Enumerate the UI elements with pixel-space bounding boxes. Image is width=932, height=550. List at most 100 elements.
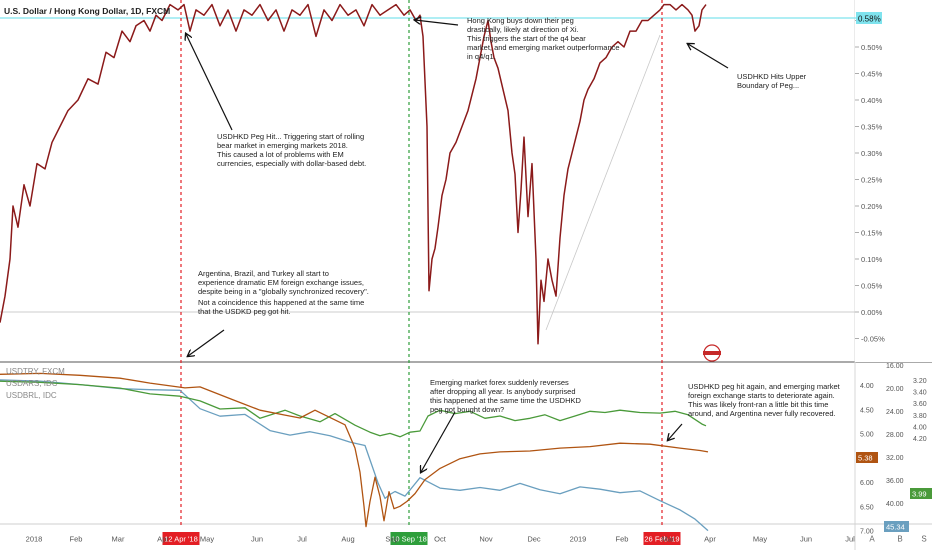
x-tick-label: 2019: [570, 535, 587, 544]
annotation-line: market, and emerging market outperforman…: [467, 43, 620, 52]
x-tick-label: Jun: [800, 535, 812, 544]
annotation-arrows: [186, 20, 729, 472]
annotation-line: around, and Argentina never fully recove…: [688, 409, 836, 418]
annotation-line: This triggers the start of the q4 bear: [467, 34, 586, 43]
x-axis: 2018 Feb Mar Apr May Jun Jul Aug Sep Oct Nov Dec 201…: [26, 535, 855, 544]
brl-axis-tick-label: 3.60: [913, 401, 927, 408]
try-axis-tick-label: 5.00: [860, 432, 874, 439]
annotation-line: Emerging market forex suddenly reverses: [430, 378, 569, 387]
ars-axis-tick-label: 20.00: [886, 386, 904, 393]
annotation-peg-hit-again: USDHKD peg hit again, and emerging marke…: [688, 382, 841, 418]
main-y-tick-label: 0.05%: [861, 282, 883, 291]
annotation-line: This was likely front-ran a little bit t…: [688, 400, 828, 409]
usdbrl-last-value-badge: [910, 488, 932, 499]
annotation-em-reverses: Emerging market forex suddenly reverses …: [430, 378, 581, 414]
annotation-line: currencies, especially with dollar-based…: [217, 159, 366, 168]
x-tick-label: Feb: [70, 535, 83, 544]
usdhkd-line[interactable]: [0, 3, 707, 345]
try-axis-tick-label: 7.00: [860, 529, 874, 536]
date-marker-badge[interactable]: [162, 532, 200, 545]
watermark-logo-band: [703, 351, 721, 355]
main-y-tick-label: 0.50%: [861, 43, 883, 52]
date-markers[interactable]: 12 Apr '18 10 Sep '18 26 Feb '19: [162, 0, 681, 545]
try-axis-tick-label: 6.00: [860, 480, 874, 487]
annotation-line: USDHKD peg hit again, and emerging marke…: [688, 382, 841, 391]
annotation-line: in q4/q1.: [467, 52, 496, 61]
brl-axis-tick-label: 3.80: [913, 413, 927, 420]
annotation-line: Boundary of Peg...: [737, 81, 799, 90]
trend-line[interactable]: [545, 34, 661, 331]
annotation-line: after dropping all year. Is anybody surp…: [430, 387, 576, 396]
main-y-tick-label: 0.15%: [861, 229, 883, 238]
x-tick-label: Jul: [845, 535, 855, 544]
main-y-tick-label: -0.05%: [861, 335, 885, 344]
annotation-line: despite being in a "globally synchronize…: [198, 287, 369, 296]
bottom-button-s[interactable]: S: [921, 535, 926, 544]
date-marker-label: 26 Feb '19: [644, 535, 679, 544]
ars-axis-tick-label: 16.00: [886, 363, 904, 370]
annotation-line: foreign exchange starts to deteriorate a…: [688, 391, 835, 400]
bottom-button-a[interactable]: A: [869, 535, 875, 544]
brl-axis-tick-label: 4.20: [913, 436, 927, 443]
x-tick-label: Mar: [662, 535, 675, 544]
x-tick-label: Nov: [479, 535, 493, 544]
brl-axis-tick-label: 3.20: [913, 378, 927, 385]
main-y-tick-label: 0.25%: [861, 176, 883, 185]
try-axis-tick-label: 4.00: [860, 383, 874, 390]
usdtry-line[interactable]: [0, 372, 709, 528]
legend-usdars: USDARS, IDC: [6, 379, 58, 388]
arrow-peg-hit: [186, 34, 233, 131]
arrow-hk-buys-down: [415, 20, 459, 26]
main-price-line[interactable]: [0, 3, 707, 345]
annotation-line: This caused a lot of problems with EM: [217, 150, 344, 159]
arrow-em-reverses: [421, 411, 456, 472]
arrow-peg-hit-again: [668, 423, 683, 440]
usdars-line[interactable]: [0, 379, 709, 532]
peg-level-badge: [856, 12, 882, 24]
x-tick-label: Sep: [385, 535, 398, 544]
ars-axis-tick-label: 24.00: [886, 409, 904, 416]
annotation-line: that the USDKD peg got hit.: [198, 307, 291, 316]
date-marker-label: 12 Apr '18: [164, 535, 198, 544]
annotation-line: this happened at the same time the USDHK…: [430, 396, 581, 405]
annotation-line: USDHKD Hits Upper: [737, 72, 807, 81]
brl-axis-tick-label: 3.40: [913, 390, 927, 397]
annotation-line: Argentina, Brazil, and Turkey all start …: [198, 269, 329, 278]
x-tick-label: Apr: [157, 535, 169, 544]
x-tick-label: Feb: [616, 535, 629, 544]
annotation-peg-hit: USDHKD Peg Hit... Triggering start of ro…: [217, 132, 366, 168]
main-y-tick-label: 0.20%: [861, 202, 883, 211]
date-marker-badge[interactable]: [643, 532, 681, 545]
lower-series-lines[interactable]: [0, 372, 709, 532]
main-y-tick-label: 0.00%: [861, 308, 883, 317]
ars-axis-tick-label: 28.00: [886, 432, 904, 439]
x-tick-label: Jul: [297, 535, 307, 544]
annotation-line: drastically, likely at direction of Xi.: [467, 25, 579, 34]
x-tick-label: Mar: [112, 535, 125, 544]
peg-level-label: 0.58%: [858, 15, 881, 24]
brl-axis-tick-label: 4.00: [913, 424, 927, 431]
usdbrl-last-value: 3.99: [912, 490, 927, 499]
x-tick-label: 2018: [26, 535, 43, 544]
legend-usdtry: USDTRY, FXCM: [6, 367, 65, 376]
usdbrl-line[interactable]: [0, 380, 707, 438]
annotation-line: USDHKD Peg Hit... Triggering start of ro…: [217, 132, 364, 141]
date-marker-badge[interactable]: [390, 532, 428, 545]
chart-title: U.S. Dollar / Hong Kong Dollar, 1D, FXCM: [4, 6, 170, 16]
lower-axes: 4.004.505.005.506.006.507.0016.0020.0024…: [856, 363, 932, 536]
annotation-line: peg got bought down?: [430, 405, 504, 414]
main-price-axis[interactable]: [855, 0, 932, 362]
annotation-hk-buys-down: Hong Kong buys down their peg drasticall…: [467, 16, 620, 61]
legend-usdbrl: USDBRL, IDC: [6, 391, 57, 400]
watermark-logo: [703, 344, 721, 362]
x-tick-label: Apr: [704, 535, 716, 544]
usdars-last-value-badge: [884, 521, 909, 532]
usdtry-last-value-badge: [856, 452, 878, 463]
bottom-button-b[interactable]: B: [897, 535, 902, 544]
usdtry-last-value: 5.38: [858, 454, 873, 463]
x-tick-label: Oct: [434, 535, 447, 544]
arrow-upper-boundary: [688, 44, 729, 69]
